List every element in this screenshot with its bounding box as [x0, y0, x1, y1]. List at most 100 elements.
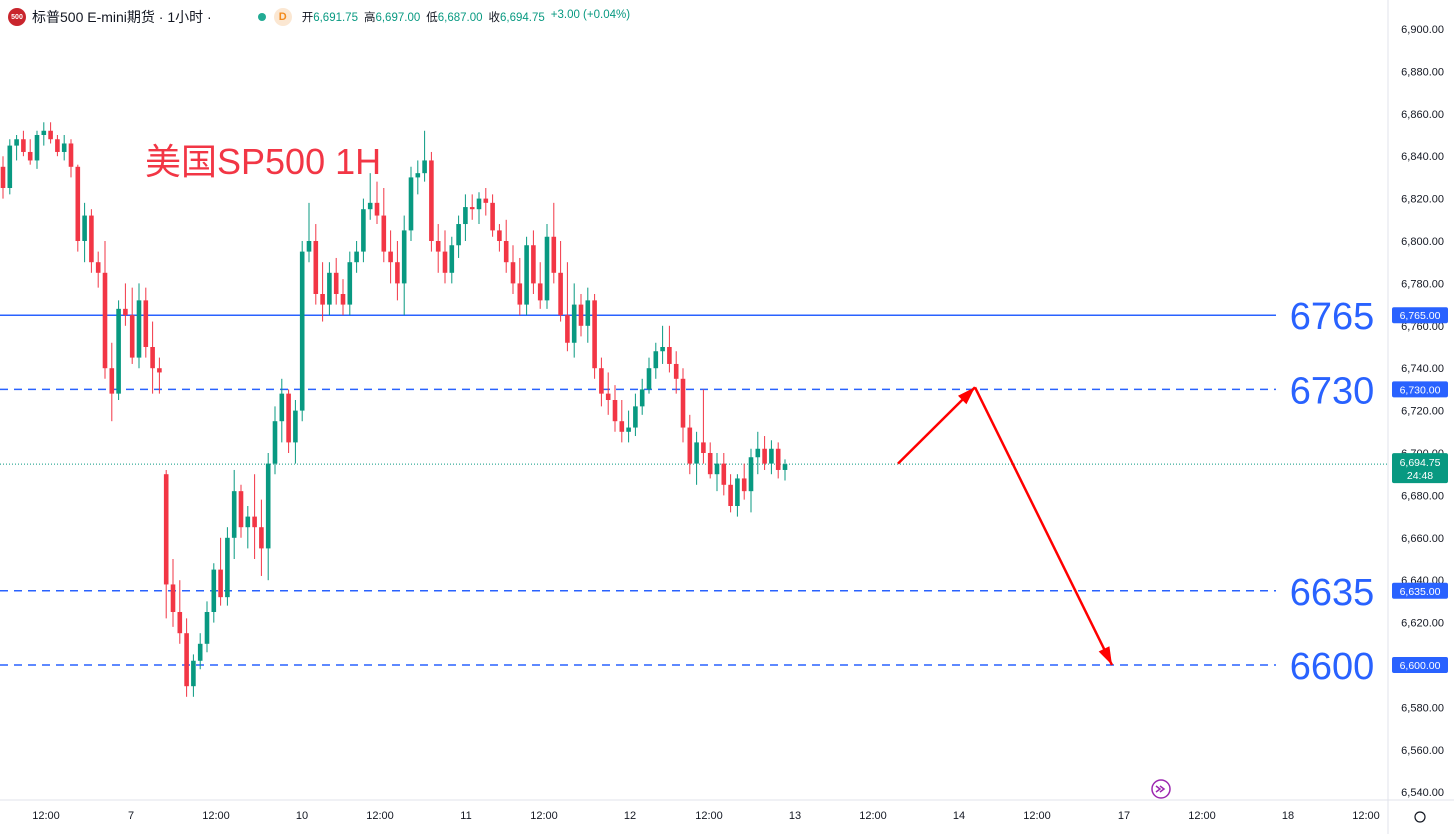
x-tick-label: 11 — [460, 810, 471, 822]
candle-body — [123, 308, 128, 316]
candle-body — [197, 643, 203, 661]
candle-body — [102, 272, 108, 369]
candle-body — [551, 236, 557, 273]
candle-body — [599, 368, 604, 394]
candle-body — [252, 516, 257, 528]
candle-body — [143, 300, 149, 347]
delay-badge[interactable]: D — [273, 8, 292, 26]
x-tick-label: 12:00 — [1188, 810, 1216, 822]
candle-body — [456, 224, 461, 246]
candle-body — [163, 474, 169, 585]
candle-body — [170, 584, 176, 612]
candle-body — [211, 569, 217, 612]
ohlc-change: +3.00 (+0.04%) — [550, 9, 631, 21]
candle-body — [184, 633, 189, 687]
candle-body — [286, 393, 291, 443]
candle-body — [150, 347, 155, 369]
candle-body — [157, 368, 162, 373]
axis-settings-gear-icon[interactable] — [1414, 811, 1426, 823]
candle-body — [361, 209, 366, 252]
level-axis-tag-text: 6,765.00 — [1400, 310, 1441, 322]
candle-body — [14, 139, 19, 146]
x-tick-label: 14 — [953, 810, 965, 822]
candle-body — [340, 294, 346, 305]
x-tick-label: 12:00 — [695, 810, 723, 822]
candle-body — [48, 130, 53, 140]
candle-body — [27, 151, 33, 161]
candle-body — [68, 143, 74, 167]
candle-body — [680, 378, 686, 428]
candle-body — [483, 198, 489, 203]
candle-body — [109, 368, 115, 394]
candle-body — [129, 315, 135, 358]
candle-body — [55, 139, 60, 152]
candle-body — [415, 173, 421, 178]
candle-body — [41, 130, 47, 135]
level-label-6635: 6635 — [1290, 572, 1375, 614]
candle-body — [687, 427, 693, 464]
candle-body — [782, 464, 788, 470]
x-tick-label: 7 — [128, 810, 134, 822]
candle-body — [714, 463, 720, 475]
candle-body — [401, 230, 407, 284]
candle-body — [367, 202, 373, 210]
projection-arrow-down — [973, 386, 1114, 666]
symbol-title[interactable]: 标普500 E-mini期货 · 1小时 · — [32, 9, 212, 25]
y-tick-label: 6,660.00 — [1401, 533, 1444, 545]
projection-arrowhead-down-icon — [1098, 646, 1112, 665]
candle-body — [469, 207, 475, 210]
candle-body — [422, 160, 427, 174]
y-tick-label: 6,560.00 — [1401, 745, 1444, 757]
y-tick-label: 6,620.00 — [1401, 618, 1444, 630]
market-status[interactable]: D — [257, 8, 292, 26]
level-axis-tag — [1392, 307, 1448, 324]
candle-body — [245, 516, 251, 528]
candle-body — [442, 251, 448, 273]
candle-body — [82, 215, 87, 241]
candle-body — [116, 308, 121, 394]
candle-body — [769, 448, 774, 464]
candle-body — [279, 393, 285, 422]
candle-body — [633, 406, 638, 428]
x-tick-label: 12:00 — [32, 810, 60, 822]
y-tick-label: 6,740.00 — [1401, 363, 1444, 375]
candle-body — [21, 139, 26, 152]
candle-body — [61, 143, 67, 152]
candle-body — [735, 478, 740, 506]
y-tick-label: 6,820.00 — [1401, 194, 1444, 206]
level-label-6765: 6765 — [1290, 296, 1375, 338]
candle-body — [333, 272, 339, 294]
candle-body — [0, 166, 6, 188]
candle-body — [490, 202, 495, 231]
candle-body — [660, 347, 665, 352]
x-tick-label: 12:00 — [1352, 810, 1380, 822]
y-tick-label: 6,680.00 — [1401, 490, 1444, 502]
last-price-tag — [1392, 453, 1448, 484]
candle-body — [701, 442, 706, 453]
candle-body — [673, 363, 679, 379]
candle-body — [755, 448, 761, 458]
x-tick-label: 12:00 — [530, 810, 558, 822]
candle-body — [388, 251, 393, 263]
candle-body — [585, 300, 591, 326]
level-label-6600: 6600 — [1290, 646, 1375, 688]
candle-body — [503, 241, 509, 263]
x-tick-label: 10 — [296, 810, 308, 822]
candle-body — [306, 241, 312, 252]
candle-body — [347, 262, 353, 305]
candle-body — [619, 421, 625, 432]
y-tick-label: 6,840.00 — [1401, 151, 1444, 163]
x-tick-label: 12:00 — [1023, 810, 1051, 822]
candle-body — [639, 389, 645, 407]
candle-body — [517, 283, 523, 305]
candle-body — [218, 569, 223, 598]
candle-body — [748, 457, 754, 492]
candle-body — [524, 245, 529, 305]
level-axis-tag-text: 6,600.00 — [1400, 660, 1441, 672]
candle-body — [605, 393, 611, 400]
candle-body — [775, 448, 781, 470]
candle-body — [721, 463, 727, 485]
candle-body — [571, 304, 577, 343]
ohlc-high: 高6,697.00 — [363, 12, 421, 24]
